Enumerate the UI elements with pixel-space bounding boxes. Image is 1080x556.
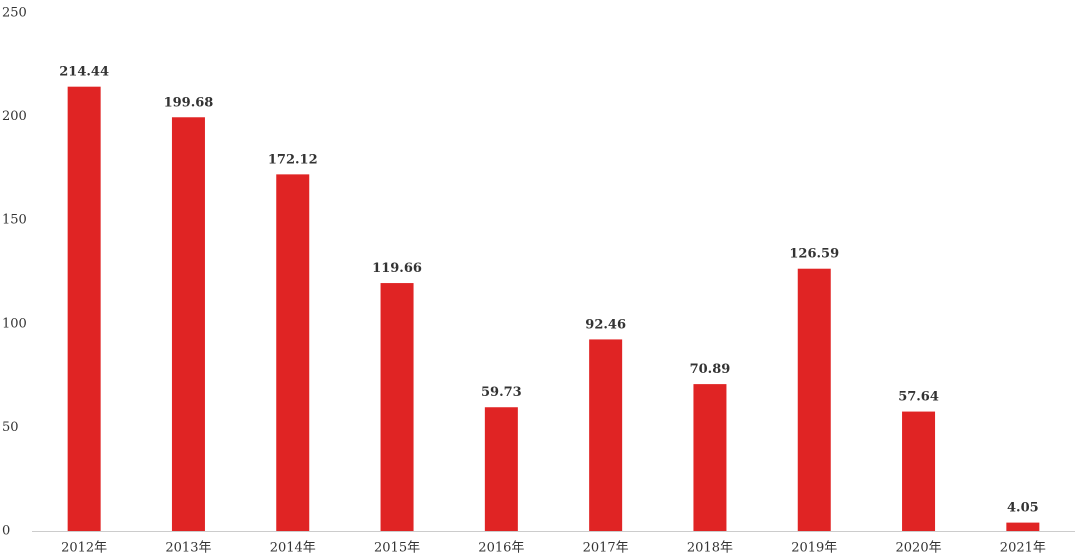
bar xyxy=(797,268,831,531)
bar xyxy=(171,117,205,532)
data-label: 57.64 xyxy=(898,390,939,405)
bar xyxy=(380,283,414,531)
bar xyxy=(589,339,623,531)
y-axis: 0 50 100 150 200 250 xyxy=(2,6,27,539)
bar xyxy=(484,407,518,531)
y-tick-label: 250 xyxy=(2,6,27,21)
bar xyxy=(902,411,936,531)
bar xyxy=(67,86,101,531)
bar xyxy=(276,174,310,531)
x-tick-label: 2017年 xyxy=(583,541,629,556)
x-tick-label: 2020年 xyxy=(896,541,942,556)
y-tick-label: 150 xyxy=(2,213,27,228)
data-labels: 214.44 199.68 172.12 119.66 59.73 92.46 70.89 1… xyxy=(59,65,1038,516)
data-label: 70.89 xyxy=(690,362,731,377)
x-tick-label: 2019年 xyxy=(791,541,837,556)
y-tick-label: 100 xyxy=(2,316,27,331)
data-label: 199.68 xyxy=(164,95,214,110)
data-label: 119.66 xyxy=(372,261,422,276)
x-tick-label: 2018年 xyxy=(687,541,733,556)
data-label: 92.46 xyxy=(585,317,626,332)
data-label: 4.05 xyxy=(1007,501,1039,516)
data-label: 126.59 xyxy=(789,247,839,262)
y-tick-label: 0 xyxy=(2,524,10,539)
x-tick-label: 2014年 xyxy=(270,541,316,556)
data-label: 59.73 xyxy=(481,385,522,400)
x-tick-label: 2012年 xyxy=(61,541,107,556)
x-tick-label: 2016年 xyxy=(478,541,524,556)
y-tick-label: 50 xyxy=(2,420,19,435)
bar xyxy=(1006,522,1040,531)
data-label: 172.12 xyxy=(268,152,318,167)
x-tick-label: 2015年 xyxy=(374,541,420,556)
bars xyxy=(67,86,1040,532)
x-tick-label: 2021年 xyxy=(1000,541,1046,556)
y-tick-label: 200 xyxy=(2,109,27,124)
data-label: 214.44 xyxy=(59,65,109,80)
x-axis: 2012年 2013年 2014年 2015年 2016年 2017年 2018年 2019年… xyxy=(61,541,1046,556)
x-tick-label: 2013年 xyxy=(165,541,211,556)
bar xyxy=(693,384,727,531)
